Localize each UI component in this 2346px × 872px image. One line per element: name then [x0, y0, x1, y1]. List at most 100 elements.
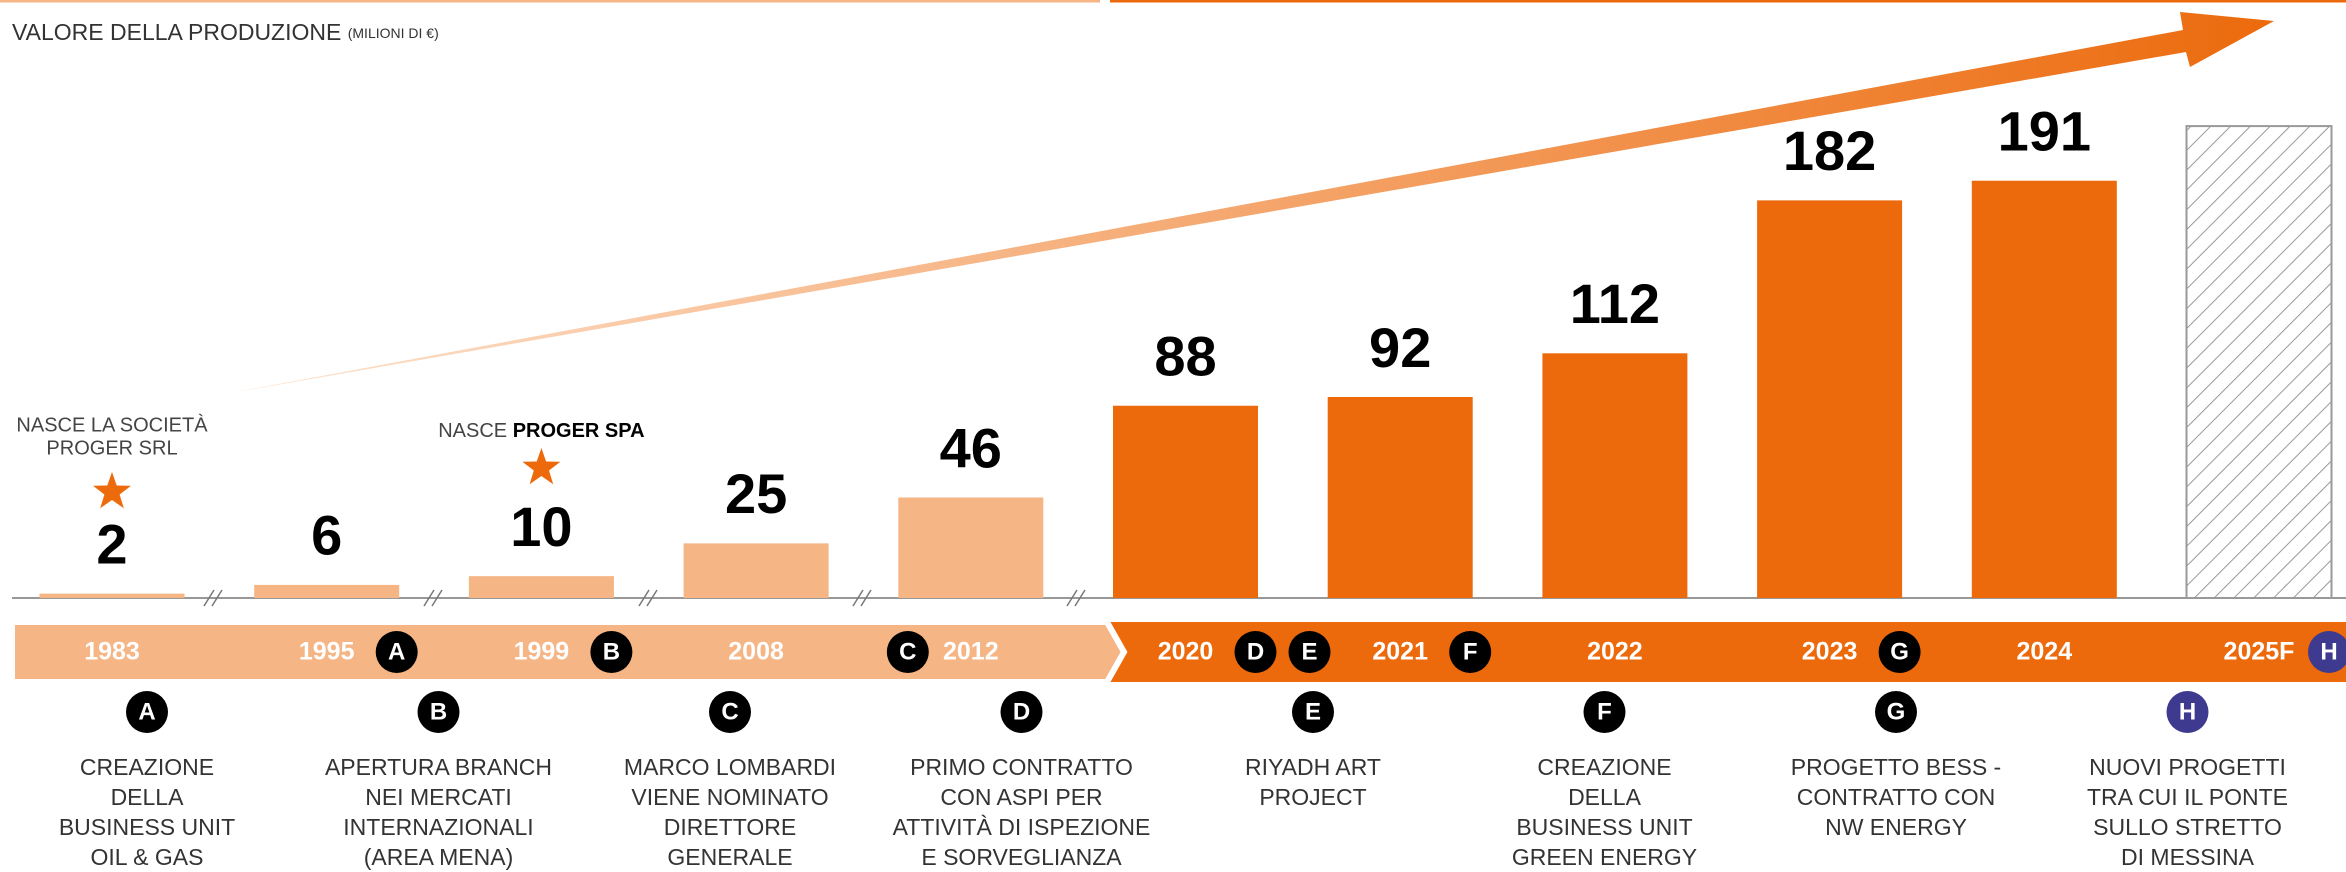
event-badge	[709, 691, 751, 733]
subtitle: (MILIONI DI €)	[348, 25, 439, 41]
bar	[254, 584, 400, 598]
marker-letter: C	[899, 638, 916, 665]
year-label: 2023	[1802, 638, 1858, 666]
event-text: (AREA MENA)	[364, 844, 514, 870]
event-text: RIYADH ART	[1245, 754, 1381, 780]
marker-badge	[1234, 631, 1277, 673]
value-label: 6	[311, 504, 342, 567]
bar	[1971, 180, 2117, 598]
year-label: 2025F	[2224, 638, 2295, 666]
event-text: CON ASPI PER	[940, 784, 1102, 810]
event-text: VIENE NOMINATO	[631, 784, 828, 810]
year-label: 1983	[84, 638, 140, 666]
timeline-band	[1100, 622, 2346, 682]
event-letter: E	[1305, 698, 1321, 725]
event-text: PROJECT	[1259, 784, 1366, 810]
event-text: NEI MERCATI	[365, 784, 512, 810]
year-label: 2024	[2016, 638, 2072, 666]
event-text: SULLO STRETTO	[2093, 814, 2282, 840]
event-letter: G	[1887, 698, 1906, 725]
value-label: 25	[725, 462, 787, 525]
event-text: DELLA	[111, 784, 185, 810]
chart-title: VALORE DELLA PRODUZIONE (MILIONI DI €)	[12, 19, 439, 45]
year-label: 1995	[299, 638, 355, 666]
growth-arrow	[225, 12, 2274, 394]
event-letter: C	[721, 698, 738, 725]
event-text: TRA CUI IL PONTE	[2087, 784, 2288, 810]
marker-badge	[590, 631, 633, 673]
value-label: 191	[1998, 100, 2091, 163]
marker-badge	[375, 631, 418, 673]
bar	[683, 543, 829, 598]
value-label: 46	[940, 416, 1002, 479]
event-badge	[417, 691, 460, 733]
marker-badge	[1288, 631, 1331, 673]
event-text: E SORVEGLIANZA	[921, 844, 1122, 870]
event-text: BUSINESS UNIT	[59, 814, 235, 840]
value-label: 112	[1570, 272, 1660, 335]
marker-badge	[1449, 631, 1492, 673]
marker-letter: D	[1247, 638, 1264, 665]
event-text: BUSINESS UNIT	[1516, 814, 1692, 840]
marker-letter: F	[1463, 638, 1478, 665]
event-badge	[2166, 691, 2209, 733]
marker-badge	[886, 631, 929, 673]
star	[93, 472, 131, 509]
bar	[1113, 405, 1258, 598]
marker-letter: B	[603, 638, 620, 665]
timeline-band	[9, 619, 1128, 685]
annotation: PROGER SRL	[46, 437, 177, 459]
event-text: GENERALE	[667, 844, 792, 870]
year-label: 2020	[1158, 638, 1214, 666]
marker-letter: H	[2320, 638, 2337, 665]
annotation-bold: PROGER SPA	[513, 420, 645, 442]
event-text: CREAZIONE	[1537, 754, 1671, 780]
event-text: CREAZIONE	[80, 754, 214, 780]
marker-letter: G	[1890, 638, 1909, 665]
marker-badge	[1878, 631, 1921, 673]
annotation-text: NASCE	[438, 420, 512, 442]
event-badge	[1000, 691, 1043, 733]
marker-letter: E	[1301, 638, 1317, 665]
event-badge	[1292, 691, 1334, 733]
value-label: 88	[1154, 325, 1216, 388]
event-text: MARCO LOMBARDI	[624, 754, 836, 780]
marker-badge	[2308, 631, 2346, 673]
event-text: APERTURA BRANCH	[325, 754, 552, 780]
event-text: NW ENERGY	[1825, 814, 1967, 840]
event-letter: F	[1597, 698, 1612, 725]
event-text: DIRETTORE	[664, 814, 796, 840]
annotation: NASCE LA SOCIETÀ	[16, 413, 208, 436]
event-text: CONTRATTO CON	[1797, 784, 1995, 810]
event-text: DELLA	[1568, 784, 1642, 810]
event-letter: B	[430, 698, 447, 725]
title: VALORE DELLA PRODUZIONE	[12, 19, 341, 45]
event-letter: D	[1013, 698, 1030, 725]
bar	[468, 576, 614, 598]
event-letter: H	[2179, 698, 2196, 725]
value-label: 92	[1369, 316, 1431, 379]
value-label: 2	[96, 512, 127, 575]
year-label: 1999	[514, 638, 570, 666]
annotation: NASCE PROGER SPA	[438, 420, 644, 442]
bar	[2185, 125, 2333, 600]
axis-breaks	[203, 589, 1086, 607]
event-letter: A	[138, 698, 155, 725]
year-label: 2008	[728, 638, 784, 666]
value-label: 182	[1783, 119, 1876, 182]
event-text: INTERNAZIONALI	[343, 814, 533, 840]
event-badge	[1583, 691, 1626, 733]
event-text: NUOVI PROGETTI	[2089, 754, 2286, 780]
year-label: 2022	[1587, 638, 1643, 666]
event-badge	[1875, 691, 1917, 733]
bar	[898, 497, 1044, 598]
value-label: 10	[510, 495, 572, 558]
bar	[1327, 397, 1473, 598]
star	[522, 448, 561, 485]
event-text: PRIMO CONTRATTO	[910, 754, 1133, 780]
event-text: ATTIVITÀ DI ISPEZIONE	[893, 814, 1151, 840]
year-label: 2012	[943, 638, 999, 666]
event-text: PROGETTO BESS -	[1791, 754, 2001, 780]
event-badge	[126, 691, 168, 733]
